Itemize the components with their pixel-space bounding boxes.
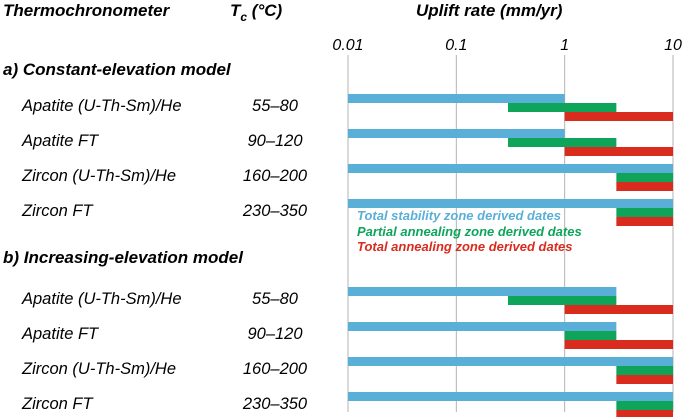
bar-layer <box>348 94 673 417</box>
bar-stability <box>348 392 673 401</box>
bar-stability <box>348 357 673 366</box>
bar-annealing <box>616 375 673 384</box>
row-label-name: Zircon (U-Th-Sm)/He <box>21 360 176 378</box>
bar-stability <box>348 287 617 296</box>
row-label-name: Apatite (U-Th-Sm)/He <box>21 97 182 115</box>
row-label-tc: 230–350 <box>242 202 308 220</box>
bar-annealing <box>616 217 673 226</box>
header-tc-main: T <box>230 1 242 20</box>
x-tick-label: 10 <box>664 37 682 54</box>
bar-partial <box>564 331 617 340</box>
x-tick-label: 0.1 <box>445 37 467 54</box>
row-label-tc: 55–80 <box>252 290 299 308</box>
row-label-name: Apatite FT <box>21 132 100 150</box>
row-label-name: Zircon FT <box>21 395 95 413</box>
tick-label-layer: 0.01 0.1 1 10 <box>332 37 682 54</box>
bar-stability <box>348 199 673 208</box>
bar-stability <box>348 94 565 103</box>
bar-annealing <box>564 112 673 121</box>
x-tick-label: 0.01 <box>332 37 363 54</box>
bar-stability <box>348 129 565 138</box>
bar-annealing <box>564 147 673 156</box>
x-tick-label: 1 <box>560 37 569 54</box>
bar-partial <box>616 208 673 217</box>
legend-entry-total-stability: Total stability zone derived dates <box>357 208 561 223</box>
row-label-tc: 230–350 <box>242 395 308 413</box>
row-label-name: Apatite FT <box>21 325 100 343</box>
bar-stability <box>348 322 617 331</box>
bar-partial <box>508 103 617 112</box>
header-tc-sub: c <box>240 10 247 24</box>
legend-entry-partial-annealing: Partial annealing zone derived dates <box>357 224 582 239</box>
bar-annealing <box>564 305 673 314</box>
bar-partial <box>616 173 673 182</box>
bar-partial <box>508 296 617 305</box>
row-label-layer: a) Constant-elevation model Apatite (U-Th… <box>3 60 308 413</box>
legend-entry-total-annealing: Total annealing zone derived dates <box>357 239 573 254</box>
bar-partial <box>616 366 673 375</box>
header-tc-unit: (°C) <box>247 1 282 20</box>
x-axis-title: Uplift rate (mm/yr) <box>416 1 563 20</box>
legend: Total stability zone derived dates Parti… <box>357 208 582 254</box>
bar-partial <box>508 138 617 147</box>
bar-stability <box>348 164 673 173</box>
row-label-tc: 160–200 <box>243 167 308 185</box>
section-title: b) Increasing-elevation model <box>3 248 244 267</box>
bar-partial <box>616 401 673 410</box>
row-label-name: Zircon (U-Th-Sm)/He <box>21 167 176 185</box>
row-label-tc: 90–120 <box>247 325 303 343</box>
header-thermochronometer: Thermochronometer <box>3 1 171 20</box>
row-label-name: Apatite (U-Th-Sm)/He <box>21 290 182 308</box>
section-title: a) Constant-elevation model <box>3 60 232 79</box>
row-label-tc: 160–200 <box>243 360 308 378</box>
bar-annealing <box>564 340 673 349</box>
row-label-tc: 55–80 <box>252 97 299 115</box>
header-closure-temperature: Tc (°C) <box>230 1 283 24</box>
bar-annealing <box>616 182 673 191</box>
row-label-tc: 90–120 <box>247 132 303 150</box>
bar-annealing <box>616 410 673 417</box>
row-label-name: Zircon FT <box>21 202 95 220</box>
